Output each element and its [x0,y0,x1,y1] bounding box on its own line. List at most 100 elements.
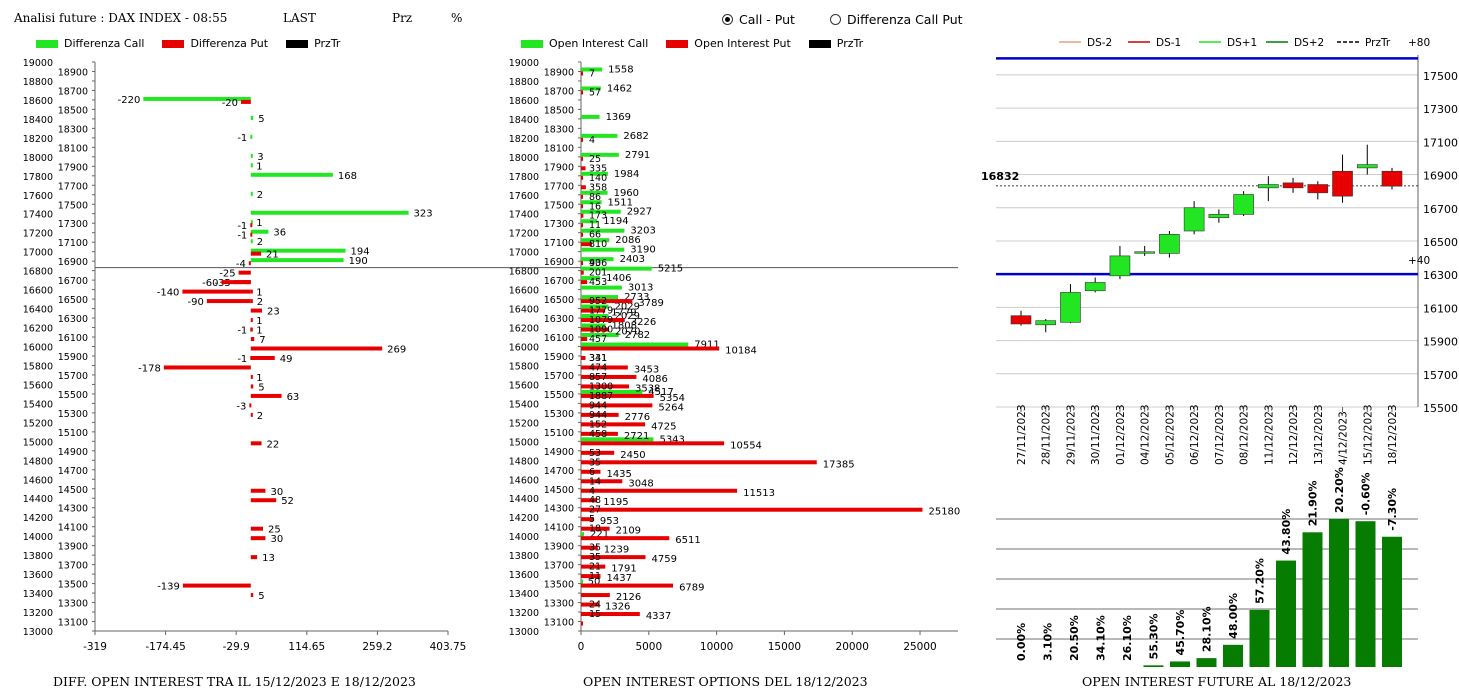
diff-bar-label: 63 [287,392,300,403]
chart-title-oi: OPEN INTEREST OPTIONS DEL 18/12/2023 [583,674,868,689]
radio-selected-icon [722,14,733,25]
strike-tick-label: 17100 [544,238,574,249]
oi-call-bar [581,314,609,319]
oi-small-label: 5 [589,514,595,525]
strike-tick-label: 14100 [58,523,88,534]
x-tick-label: 10000 [700,641,733,653]
future-oi-bar [1196,658,1217,667]
oi-call-bar [581,532,584,537]
strike-tick-label: 18500 [58,105,88,116]
strike-tick-label: 13200 [23,608,53,619]
oi-call-label: 3190 [630,245,655,256]
candle-body [1035,320,1057,326]
oi-small-label: 90 [589,258,601,269]
radio-call-put[interactable]: Call - Put [722,12,795,27]
y-tick-label: 17300 [1423,103,1458,116]
diff-bar [250,593,254,598]
diff-bar-label: 1 [256,161,262,172]
strike-tick-label: 17800 [509,172,539,183]
strike-tick-label: 15500 [544,390,574,401]
diff-bar [250,412,253,417]
header-title: Analisi future : DAX INDEX - 08:55 [14,11,228,25]
strike-tick-label: 13300 [544,599,574,610]
strike-tick-label: 15300 [58,409,88,420]
strike-tick-label: 14700 [58,466,88,477]
diff-bar-label: -3 [236,401,246,412]
oi-small-label: 1887 [589,391,613,402]
strike-tick-label: 14000 [509,532,539,543]
strike-tick-label: 15700 [58,371,88,382]
oi-put-label: 953 [600,516,619,527]
strike-tick-label: 15200 [23,418,53,429]
future-oi-label: -0.60% [1360,472,1373,515]
diff-bar-label: 1 [256,316,262,327]
oi-put-bar [581,593,610,598]
strike-tick-label: 18500 [544,105,574,116]
diff-bar-label: 23 [267,307,280,318]
radio-call-put-label: Call - Put [739,12,795,27]
oi-call-bar [581,266,652,271]
strike-tick-label: 18700 [544,86,574,97]
diff-bar [250,393,282,398]
oi-call-bar [581,323,606,328]
future-oi-label: -7.30% [1386,488,1399,531]
oi-put-bar [581,422,646,427]
oi-small-label: 11 [589,571,601,582]
diff-bar [250,384,254,389]
oi-put-label: 3226 [631,317,656,328]
oi-call-bar [581,257,614,262]
radio-unselected-icon [830,14,841,25]
diff-bar [163,365,251,370]
diff-bar-label: 194 [351,247,370,258]
oi-put-label: 1239 [604,545,629,556]
diff-bar-label: -220 [118,95,141,106]
oi-call-bar [581,437,654,442]
radio-differenza[interactable]: Differenza Call Put [830,12,963,27]
diff-bar [250,163,253,168]
diff-bar-label: 7 [259,335,265,346]
strike-tick-label: 16100 [544,333,574,344]
future-oi-label: 28.10% [1201,606,1214,652]
legend-swatch [666,39,689,48]
oi-call-label: 1960 [614,188,639,199]
oi-small-label: 27 [589,505,601,516]
oi-call-bar [581,238,610,243]
oi-put-bar [581,441,725,446]
legend-label: PrzTr [836,37,864,50]
candle-body [1258,184,1279,189]
strike-tick-label: 18600 [509,96,539,107]
oi-put-bar [581,612,640,617]
annotation-label: +80 [1408,37,1430,49]
strike-tick-label: 14900 [58,447,88,458]
oi-put-bar [581,393,654,398]
diff-bar [182,583,251,588]
oi-put-label: 1435 [606,469,631,480]
oi-put-bar [581,374,637,379]
diff-bar [238,270,251,275]
strike-tick-label: 13000 [509,627,539,638]
oi-put-label: 4337 [646,611,671,622]
strike-tick-label: 15100 [544,428,574,439]
oi-put-label: 3453 [634,364,659,375]
strike-tick-label: 13000 [23,627,53,638]
oi-put-bar [581,90,583,95]
oi-call-label: 1808 [612,321,637,332]
oi-put-bar [581,223,583,228]
oi-small-label: 1779 [589,306,613,317]
diff-bar [248,261,251,266]
oi-small-label: 14 [589,476,601,487]
oi-small-label: 4 [589,135,595,146]
future-oi-label: 43.80% [1280,509,1293,555]
oi-put-bar [581,536,670,541]
oi-call-label: 5215 [658,264,683,275]
oi-small-label: 331 [589,353,607,364]
oi-call-bar [581,86,601,91]
strike-tick-label: 17400 [509,210,539,221]
oi-put-label: 4759 [652,554,677,565]
future-oi-label: 20.20% [1333,467,1346,513]
oi-put-label: 10184 [725,346,757,357]
oi-small-label: 944 [589,410,607,421]
strike-tick-label: 18000 [509,153,539,164]
oi-call-bar [581,579,583,584]
diff-bar-label: 1 [256,218,262,229]
